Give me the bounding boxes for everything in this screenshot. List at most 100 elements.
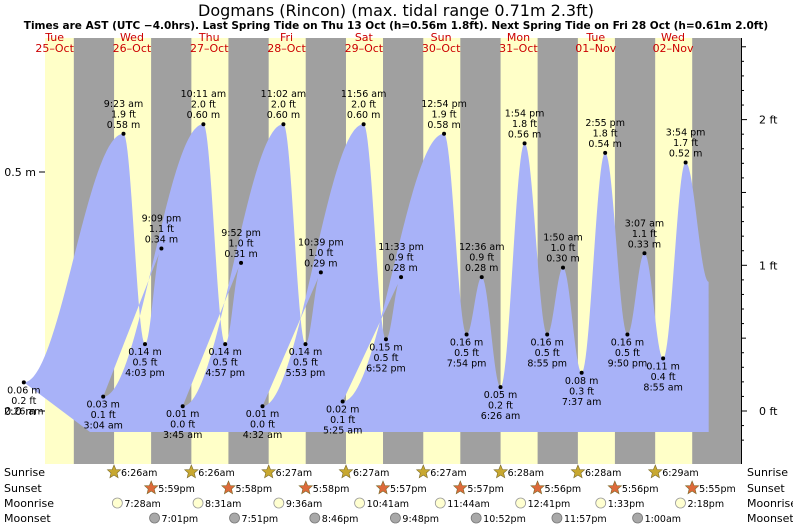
extreme-label: 0.28 m (465, 263, 498, 274)
extreme-label: 5:25 am (323, 425, 362, 436)
extreme-label: 0.33 m (628, 239, 661, 250)
extreme-point (159, 246, 164, 251)
sunrise-icon (570, 464, 586, 479)
extreme-point (560, 265, 565, 270)
extreme-label: 9:50 pm (608, 359, 648, 370)
extreme-label: 1.0 ft (308, 248, 333, 259)
moonrise-time: 8:31am (205, 499, 241, 510)
extreme-point (383, 337, 388, 342)
extreme-label: 1.7 ft (673, 138, 698, 149)
extreme-label: 0.11 m (646, 361, 679, 372)
sun-moon-rows: Sunrise Sunrise Sunset Sunset Moonrise Moonri… (4, 464, 793, 525)
extreme-point (281, 122, 286, 127)
day-date: 02–Nov (653, 42, 694, 55)
moonset-icon (470, 512, 482, 524)
day-date: 01–Nov (575, 42, 616, 55)
extreme-label: 10:11 am (181, 89, 226, 100)
extreme-label: 3:04 am (83, 421, 122, 432)
extreme-label: 2.0 ft (271, 100, 296, 111)
moonrise-time: 2:18pm (687, 499, 724, 510)
sunset-icon (298, 480, 314, 495)
sunrise-icon (106, 464, 122, 479)
row-label-right: Sunset (747, 482, 785, 495)
left-tick-label: 0.5 m (4, 166, 36, 179)
sunset-icon (375, 480, 391, 495)
row-label-left: Moonset (4, 512, 51, 525)
sunset-time: 5:56pm (545, 484, 582, 495)
extreme-label: 11:33 pm (378, 242, 424, 253)
extreme-label: 0.58 m (107, 120, 140, 131)
extreme-label: 0.58 m (427, 120, 460, 131)
extreme-label: 0.01 m (246, 409, 279, 420)
extreme-point (399, 275, 404, 280)
day-date: 27–Oct (190, 42, 229, 55)
extreme-label: 0.0 ft (170, 420, 195, 431)
extreme-label: 3:54 pm (666, 127, 706, 138)
sunset-time: 5:58pm (235, 484, 272, 495)
extreme-label: 0.60 m (347, 110, 380, 121)
moonrise-icon (273, 497, 285, 509)
extreme-label: 7:37 am (562, 397, 601, 408)
extreme-point (579, 370, 584, 375)
extreme-label: 12:54 pm (421, 99, 467, 110)
moonrise-time: 7:28am (124, 499, 160, 510)
extreme-label: 1.0 ft (550, 243, 575, 254)
extreme-point (498, 385, 503, 390)
moonrise-icon (434, 497, 446, 509)
sunset-time: 5:57pm (390, 484, 427, 495)
moonrise-time: 1:33pm (608, 499, 645, 510)
extreme-label: 0.5 ft (373, 353, 398, 364)
moonrise-icon (515, 497, 527, 509)
sunset-time: 5:58pm (313, 484, 350, 495)
extreme-label: 0.14 m (289, 347, 322, 358)
day-date: 30–Oct (422, 42, 461, 55)
extreme-label: 10:39 pm (298, 237, 344, 248)
sunrise-time: 6:27am (276, 468, 312, 479)
extreme-label: 0.5 ft (535, 348, 560, 359)
extreme-label: 3:45 am (163, 430, 202, 441)
extreme-label: 8:55 pm (527, 359, 567, 370)
moonset-time: 8:46pm (322, 514, 359, 525)
extreme-point (603, 150, 608, 155)
moonrise-time: 9:36am (286, 499, 322, 510)
row-label-right: Moonset (747, 512, 793, 525)
extreme-point (260, 404, 265, 409)
extreme-label: 0.30 m (546, 254, 579, 265)
row-label-right: Sunrise (747, 466, 788, 479)
day-name: Tue (44, 31, 64, 44)
extreme-point (201, 122, 206, 127)
day-name: Wed (120, 31, 144, 44)
day-name: Sat (355, 31, 374, 44)
sunrise-icon (183, 464, 199, 479)
moonrise-icon (354, 497, 365, 509)
extreme-label: 0.16 m (450, 338, 483, 349)
extreme-point (361, 122, 366, 127)
extreme-point (180, 404, 185, 409)
extreme-point (21, 380, 26, 385)
moonset-time: 1:00am (645, 514, 681, 525)
extreme-label: 0.1 ft (330, 415, 355, 426)
extreme-label: 1.0 ft (229, 238, 254, 249)
extreme-point (303, 342, 308, 347)
extreme-label: 4:57 pm (205, 368, 245, 379)
extreme-label: 7:54 pm (447, 359, 487, 370)
moonset-icon (149, 512, 160, 524)
extreme-label: 8:55 am (643, 382, 682, 393)
moonset-icon (390, 512, 401, 524)
day-labels: Tue25–OctWed26–OctThu27–OctFri28–OctSat2… (35, 31, 694, 55)
extreme-label: 0.03 m (86, 400, 119, 411)
axes: 0.0 m 0.5 m 0 ft 1 ft 2 ft (4, 38, 778, 464)
extreme-label: 0.06 m (7, 385, 40, 396)
extreme-label: 0.9 ft (389, 253, 414, 264)
extreme-point (223, 342, 228, 347)
row-label-left: Sunset (4, 482, 42, 495)
extreme-point (121, 131, 126, 136)
extreme-label: 0.14 m (208, 347, 241, 358)
moonset-time: 11:57pm (564, 514, 607, 525)
sunrise-time: 6:27am (430, 468, 466, 479)
extreme-label: 0.60 m (187, 110, 220, 121)
row-label-left: Moonrise (4, 497, 54, 510)
moonrise-time: 11:44am (447, 499, 489, 510)
sunrise-icon (338, 464, 354, 479)
